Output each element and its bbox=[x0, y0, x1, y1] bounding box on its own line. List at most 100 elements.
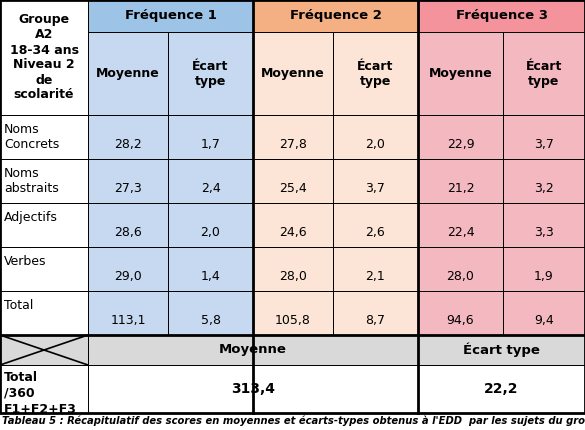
Bar bbox=[168, 159, 253, 203]
Text: 29,0: 29,0 bbox=[114, 270, 142, 283]
Text: 28,0: 28,0 bbox=[446, 270, 474, 283]
Text: Total: Total bbox=[4, 299, 33, 312]
Bar bbox=[0, 365, 88, 413]
Text: 2,0: 2,0 bbox=[201, 226, 221, 239]
Bar bbox=[503, 247, 585, 291]
Text: Noms
abstraits: Noms abstraits bbox=[4, 167, 58, 195]
Text: Fréquence 1: Fréquence 1 bbox=[125, 9, 216, 22]
Text: Fréquence 3: Fréquence 3 bbox=[456, 9, 548, 22]
Bar bbox=[418, 365, 585, 413]
Bar bbox=[88, 32, 168, 115]
Text: Verbes: Verbes bbox=[4, 255, 46, 268]
Text: Adjectifs: Adjectifs bbox=[4, 211, 58, 224]
Text: Fréquence 2: Fréquence 2 bbox=[290, 9, 381, 22]
Text: 105,8: 105,8 bbox=[275, 314, 311, 327]
Bar bbox=[253, 0, 418, 32]
Bar bbox=[503, 32, 585, 115]
Bar bbox=[0, 0, 88, 115]
Bar bbox=[503, 291, 585, 335]
Text: Groupe
A2
18-34 ans
Niveau 2
de
scolarité: Groupe A2 18-34 ans Niveau 2 de scolarit… bbox=[9, 13, 78, 101]
Bar bbox=[253, 291, 333, 335]
Text: Moyenne: Moyenne bbox=[429, 67, 493, 80]
Text: 28,0: 28,0 bbox=[279, 270, 307, 283]
Text: 28,2: 28,2 bbox=[114, 138, 142, 151]
Bar bbox=[88, 159, 168, 203]
Bar bbox=[168, 291, 253, 335]
Bar bbox=[0, 203, 88, 247]
Bar bbox=[418, 335, 585, 365]
Text: 3,2: 3,2 bbox=[534, 182, 554, 195]
Bar bbox=[418, 203, 503, 247]
Text: 25,4: 25,4 bbox=[279, 182, 307, 195]
Text: Total
/360
F1+F2+F3: Total /360 F1+F2+F3 bbox=[4, 371, 77, 416]
Bar bbox=[418, 115, 503, 159]
Bar bbox=[418, 159, 503, 203]
Text: Noms
Concrets: Noms Concrets bbox=[4, 123, 59, 151]
Bar bbox=[88, 335, 418, 365]
Text: 1,4: 1,4 bbox=[201, 270, 221, 283]
Text: 2,4: 2,4 bbox=[201, 182, 221, 195]
Bar bbox=[503, 203, 585, 247]
Text: 3,7: 3,7 bbox=[534, 138, 554, 151]
Bar bbox=[168, 32, 253, 115]
Text: 2,0: 2,0 bbox=[366, 138, 386, 151]
Bar bbox=[0, 247, 88, 291]
Text: Écart
type: Écart type bbox=[357, 59, 394, 87]
Bar bbox=[418, 32, 503, 115]
Text: 22,9: 22,9 bbox=[447, 138, 474, 151]
Bar bbox=[88, 365, 418, 413]
Text: 1,7: 1,7 bbox=[201, 138, 221, 151]
Bar bbox=[88, 0, 253, 32]
Bar bbox=[333, 247, 418, 291]
Text: Écart
type: Écart type bbox=[526, 59, 562, 87]
Bar bbox=[88, 291, 168, 335]
Bar bbox=[333, 291, 418, 335]
Bar bbox=[88, 247, 168, 291]
Bar bbox=[253, 32, 333, 115]
Bar bbox=[253, 159, 333, 203]
Bar bbox=[0, 291, 88, 335]
Text: 9,4: 9,4 bbox=[534, 314, 554, 327]
Text: 2,1: 2,1 bbox=[366, 270, 386, 283]
Bar bbox=[168, 247, 253, 291]
Text: 313,4: 313,4 bbox=[231, 382, 275, 396]
Bar bbox=[168, 203, 253, 247]
Text: 22,2: 22,2 bbox=[484, 382, 519, 396]
Text: Moyenne: Moyenne bbox=[96, 67, 160, 80]
Text: 94,6: 94,6 bbox=[447, 314, 474, 327]
Bar bbox=[253, 203, 333, 247]
Text: Écart
type: Écart type bbox=[192, 59, 229, 87]
Text: 22,4: 22,4 bbox=[447, 226, 474, 239]
Bar bbox=[418, 247, 503, 291]
Bar bbox=[0, 159, 88, 203]
Text: 113,1: 113,1 bbox=[110, 314, 146, 327]
Text: Tableau 5 : Récapitulatif des scores en moyennes et écarts-types obtenus à l'EDD: Tableau 5 : Récapitulatif des scores en … bbox=[2, 416, 585, 427]
Text: 8,7: 8,7 bbox=[366, 314, 386, 327]
Text: 21,2: 21,2 bbox=[447, 182, 474, 195]
Text: 3,7: 3,7 bbox=[366, 182, 386, 195]
Bar bbox=[88, 203, 168, 247]
Bar bbox=[333, 159, 418, 203]
Bar bbox=[88, 115, 168, 159]
Text: Écart type: Écart type bbox=[463, 343, 540, 357]
Text: 24,6: 24,6 bbox=[279, 226, 307, 239]
Text: 2,6: 2,6 bbox=[366, 226, 386, 239]
Bar bbox=[503, 159, 585, 203]
Text: Moyenne: Moyenne bbox=[219, 344, 287, 356]
Bar bbox=[418, 291, 503, 335]
Bar bbox=[0, 115, 88, 159]
Bar bbox=[333, 32, 418, 115]
Bar bbox=[333, 203, 418, 247]
Text: 27,8: 27,8 bbox=[279, 138, 307, 151]
Text: 28,6: 28,6 bbox=[114, 226, 142, 239]
Text: 5,8: 5,8 bbox=[201, 314, 221, 327]
Text: 1,9: 1,9 bbox=[534, 270, 554, 283]
Text: 3,3: 3,3 bbox=[534, 226, 554, 239]
Bar bbox=[253, 247, 333, 291]
Bar bbox=[333, 115, 418, 159]
Bar bbox=[418, 0, 585, 32]
Bar bbox=[503, 115, 585, 159]
Bar bbox=[168, 115, 253, 159]
Bar bbox=[253, 115, 333, 159]
Bar bbox=[0, 335, 88, 365]
